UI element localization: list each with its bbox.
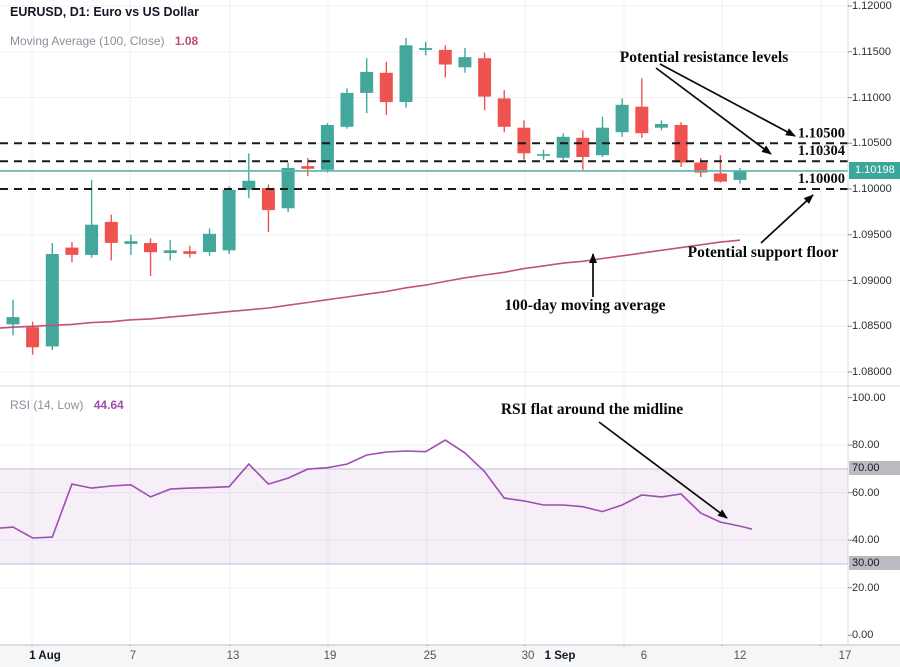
price-axis-label[interactable]: 1.08500 — [852, 320, 892, 333]
candle — [144, 238, 157, 276]
price-axis-label[interactable]: 1.11500 — [852, 45, 891, 58]
price-axis-label[interactable]: 1.09500 — [852, 228, 892, 241]
candle — [340, 88, 354, 129]
time-axis-label[interactable]: 30 — [521, 650, 535, 662]
candle — [281, 162, 295, 212]
time-axis-label[interactable]: 6 — [640, 650, 648, 662]
price-axis-label[interactable]: 1.11000 — [852, 91, 891, 104]
candle — [301, 157, 315, 177]
level-label: 1.10000 — [798, 171, 845, 187]
price-axis-label[interactable]: 1.08000 — [852, 366, 892, 378]
candle — [45, 243, 59, 350]
annotation-resistance-label: Potential resistance levels — [619, 49, 789, 66]
candle — [615, 98, 629, 137]
annotation-arrow — [598, 421, 728, 519]
annotation-arrow — [655, 67, 772, 155]
rsi-legend-label: RSI (14, Low) — [10, 398, 84, 412]
candle — [713, 155, 727, 183]
candle — [163, 240, 177, 261]
price-axis-label[interactable]: 1.09000 — [852, 274, 892, 287]
level-label: 1.10304 — [798, 143, 845, 159]
rsi-legend-row[interactable]: RSI (14, Low) 44.64 — [10, 398, 124, 412]
time-axis-label[interactable]: 17 — [838, 650, 852, 662]
time-axis-strip[interactable] — [0, 646, 900, 667]
candle — [320, 123, 334, 173]
candle — [124, 234, 138, 255]
rsi-axis-label[interactable]: 0.00 — [852, 629, 874, 642]
rsi-axis-label[interactable]: 80.00 — [852, 439, 880, 452]
rsi-axis-label[interactable]: 20.00 — [852, 581, 880, 594]
candle — [576, 130, 590, 170]
rsi-axis-label[interactable]: 70.00 — [849, 460, 900, 475]
rsi-line — [0, 439, 753, 539]
level-label: 1.10500 — [798, 125, 845, 141]
candle — [261, 184, 275, 232]
candle — [399, 38, 413, 108]
candle — [85, 179, 99, 258]
ma-line — [0, 239, 741, 329]
candle — [517, 120, 531, 160]
candle — [65, 242, 79, 263]
rsi-band — [0, 468, 848, 564]
current-price-badge: 1.10198 — [849, 162, 900, 180]
ma-legend-label: Moving Average (100, Close) — [10, 34, 165, 48]
annotation-arrow — [760, 194, 814, 244]
candle — [596, 116, 609, 157]
time-axis-label[interactable]: 12 — [733, 650, 747, 662]
candle — [104, 214, 118, 261]
symbol-title[interactable]: EURUSD, D1: Euro vs US Dollar — [10, 5, 199, 19]
candle — [242, 153, 256, 199]
candle — [537, 149, 550, 160]
candle — [458, 48, 472, 73]
candle — [419, 41, 433, 56]
annotation-ma-label: 100-day moving average — [504, 297, 666, 314]
rsi-axis-label[interactable]: 30.00 — [849, 555, 900, 570]
candle — [183, 245, 197, 258]
candle — [674, 122, 688, 167]
candle — [6, 299, 20, 336]
candle — [26, 321, 40, 355]
candle — [379, 61, 393, 115]
candle — [360, 58, 374, 114]
annotation-arrow — [659, 63, 796, 137]
price-axis-label[interactable]: 1.10000 — [852, 183, 892, 195]
time-axis-label[interactable]: 1 Sep — [544, 650, 576, 662]
ma-legend-value: 1.08 — [174, 34, 199, 48]
candle — [203, 228, 216, 256]
time-axis-label[interactable]: 13 — [226, 650, 240, 662]
rsi-axis-label[interactable]: 40.00 — [852, 534, 880, 547]
time-axis-label[interactable]: 1 Aug — [29, 650, 61, 662]
rsi-axis-label[interactable]: 60.00 — [852, 486, 880, 499]
ma-legend-row[interactable]: Moving Average (100, Close) 1.08 — [10, 34, 198, 48]
time-axis-label[interactable]: 25 — [423, 650, 437, 662]
candles-layer — [6, 38, 747, 355]
time-axis-label[interactable]: 19 — [323, 650, 337, 662]
price-axis-label[interactable]: 1.12000 — [852, 0, 892, 12]
candle — [222, 186, 236, 254]
candle — [478, 52, 492, 111]
price-axis-label[interactable]: 1.10500 — [852, 137, 892, 150]
time-axis-label[interactable]: 7 — [129, 650, 137, 662]
candle — [556, 133, 570, 161]
candle — [497, 90, 511, 133]
candle — [635, 78, 649, 138]
candle — [438, 45, 452, 78]
rsi-axis-label[interactable]: 100.00 — [852, 391, 886, 404]
annotation-support-label: Potential support floor — [687, 244, 839, 261]
candle — [654, 120, 668, 131]
annotation-rsi-label: RSI flat around the midline — [500, 401, 684, 418]
rsi-legend-value: 44.64 — [93, 398, 124, 412]
